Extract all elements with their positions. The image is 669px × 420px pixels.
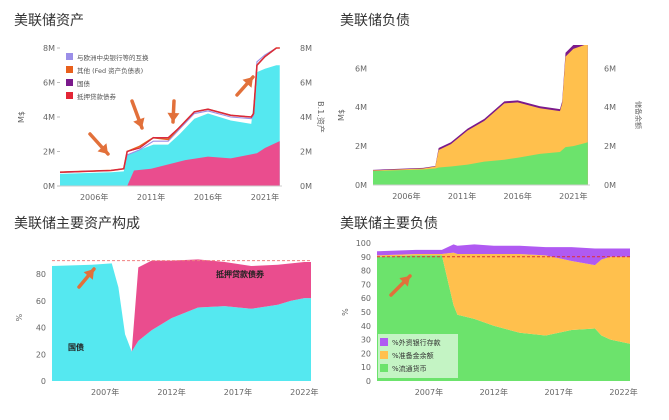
liability-composition-area bbox=[377, 252, 630, 344]
assets-legend-swatch bbox=[66, 79, 73, 86]
liabilities-series-area bbox=[373, 45, 588, 185]
liability-legend-label: %流通货币 bbox=[392, 364, 427, 373]
assets-xtick-label: 2011年 bbox=[137, 192, 165, 202]
assets-legend-swatch bbox=[66, 53, 73, 60]
liabilities-ytick-right-label: 4M bbox=[604, 103, 616, 112]
liabilities-ytick-left-label: 0M bbox=[355, 181, 367, 190]
liabilities-xtick-label: 2021年 bbox=[559, 191, 587, 201]
asset-composition-ytick-label: 60 bbox=[36, 297, 46, 306]
assets-ytick-right-label: 6M bbox=[300, 79, 312, 88]
asset-composition-annotation-treasury: 国债 bbox=[68, 342, 84, 352]
liabilities-ytick-left-label: 4M bbox=[355, 103, 367, 112]
asset-composition-xtick-label: 2017年 bbox=[224, 387, 252, 397]
assets-ytick-left-label: 8M bbox=[43, 44, 55, 53]
asset-composition-xtick-label: 2022年 bbox=[290, 387, 318, 397]
assets-legend-label: 国债 bbox=[77, 79, 91, 88]
assets-ytick-right-label: 8M bbox=[300, 44, 312, 53]
liability-legend-label: %准备金余额 bbox=[392, 351, 434, 360]
liabilities-ytick-right-label: 0M bbox=[604, 181, 616, 190]
assets-ytick-left-label: 6M bbox=[43, 79, 55, 88]
assets-legend-label: 与欧洲中央银行等的互换 bbox=[77, 53, 149, 62]
liability-composition-xtick-label: 2012年 bbox=[480, 387, 508, 397]
liability-composition-xtick-label: 2007年 bbox=[415, 387, 443, 397]
assets-ylabel-left: M$ bbox=[17, 111, 26, 123]
liabilities-ytick-right-label: 2M bbox=[604, 142, 616, 151]
liabilities-xtick-label: 2016年 bbox=[503, 191, 531, 201]
asset-composition-ytick-label: 0 bbox=[41, 377, 46, 386]
asset-composition-ylabel: % bbox=[15, 313, 24, 321]
assets-legend-swatch bbox=[66, 66, 73, 73]
annotation-arrow-composition-head bbox=[83, 269, 94, 280]
asset-composition-area bbox=[52, 259, 311, 352]
assets-xtick-label: 2006年 bbox=[80, 192, 108, 202]
assets-ytick-right-label: 0M bbox=[300, 182, 312, 191]
asset-composition-xtick-label: 2007年 bbox=[91, 387, 119, 397]
assets-ytick-right-label: 4M bbox=[300, 113, 312, 122]
liability-legend-swatch bbox=[380, 338, 388, 346]
liability-legend-bg bbox=[378, 334, 458, 378]
liabilities-ytick-left-label: 6M bbox=[355, 64, 367, 73]
liability-legend-label: %外资银行存款 bbox=[392, 338, 441, 347]
asset-composition-area bbox=[52, 263, 311, 381]
asset-composition-xtick-label: 2012年 bbox=[157, 387, 185, 397]
assets-fill-area bbox=[60, 65, 280, 186]
asset-composition-annotation-mbs: 抵押贷款债券 bbox=[216, 269, 265, 279]
liability-composition-ytick-label: 30 bbox=[361, 336, 371, 345]
assets-legend-label: 其他 (Fed 资产负债表) bbox=[77, 66, 143, 75]
assets-xtick-label: 2021年 bbox=[251, 192, 279, 202]
asset-composition-ytick-label: 40 bbox=[36, 324, 46, 333]
liabilities-xtick-label: 2006年 bbox=[392, 191, 420, 201]
liabilities-xtick-label: 2011年 bbox=[448, 191, 476, 201]
annotation-arrow-2012-head bbox=[167, 112, 180, 122]
assets-ytick-left-label: 4M bbox=[43, 113, 55, 122]
liabilities-ytick-left-label: 2M bbox=[355, 142, 367, 151]
liabilities-ylabel-right: 储备余额 bbox=[634, 101, 643, 129]
annotation-arrow-2008-head bbox=[97, 143, 108, 154]
liability-composition-ytick-label: 40 bbox=[361, 322, 371, 331]
liability-composition-ytick-label: 60 bbox=[361, 294, 371, 303]
assets-xtick-label: 2016年 bbox=[194, 192, 222, 202]
assets-legend-label: 抵押贷款债券 bbox=[77, 92, 117, 101]
assets-ytick-right-label: 2M bbox=[300, 148, 312, 157]
assets-ylabel-right: B.1.资产 bbox=[316, 101, 326, 133]
liability-legend-swatch bbox=[380, 364, 388, 372]
liability-composition-ytick-label: 90 bbox=[361, 253, 371, 262]
liabilities-ylabel-left: M$ bbox=[337, 109, 346, 121]
liability-composition-ytick-label: 100 bbox=[356, 239, 371, 248]
liabilities-series-area bbox=[373, 142, 588, 185]
liability-composition-xtick-label: 2017年 bbox=[544, 387, 572, 397]
liability-legend-swatch bbox=[380, 351, 388, 359]
assets-legend-swatch bbox=[66, 92, 73, 99]
annotation-arrow-2020-head bbox=[242, 77, 253, 88]
liability-composition-ytick-label: 50 bbox=[361, 308, 371, 317]
liability-composition-area bbox=[377, 244, 630, 266]
panel-title-liabilities: 美联储负债 bbox=[340, 13, 410, 29]
asset-composition-ytick-label: 20 bbox=[36, 350, 46, 359]
assets-ytick-left-label: 2M bbox=[43, 148, 55, 157]
panel-title-liability-composition: 美联储主要负债 bbox=[340, 216, 438, 232]
liability-composition-ytick-label: 70 bbox=[361, 280, 371, 289]
assets-ytick-left-label: 0M bbox=[43, 182, 55, 191]
annotation-arrow-liabilities-head bbox=[399, 276, 410, 287]
liability-composition-ytick-label: 0 bbox=[366, 377, 371, 386]
liability-composition-ytick-label: 10 bbox=[361, 363, 371, 372]
liability-composition-ytick-label: 80 bbox=[361, 267, 371, 276]
liabilities-ytick-right-label: 6M bbox=[604, 64, 616, 73]
mbs-fill-area bbox=[127, 141, 280, 186]
panel-title-asset-composition: 美联储主要资产构成 bbox=[14, 216, 140, 232]
liability-composition-ytick-label: 20 bbox=[361, 349, 371, 358]
panel-title-assets: 美联储资产 bbox=[14, 13, 84, 29]
annotation-arrow-2010-head bbox=[133, 117, 145, 128]
asset-composition-ytick-label: 80 bbox=[36, 270, 46, 279]
liability-composition-ylabel: % bbox=[341, 308, 350, 316]
liability-composition-xtick-label: 2022年 bbox=[609, 387, 637, 397]
assets-series-line bbox=[59, 47, 280, 173]
